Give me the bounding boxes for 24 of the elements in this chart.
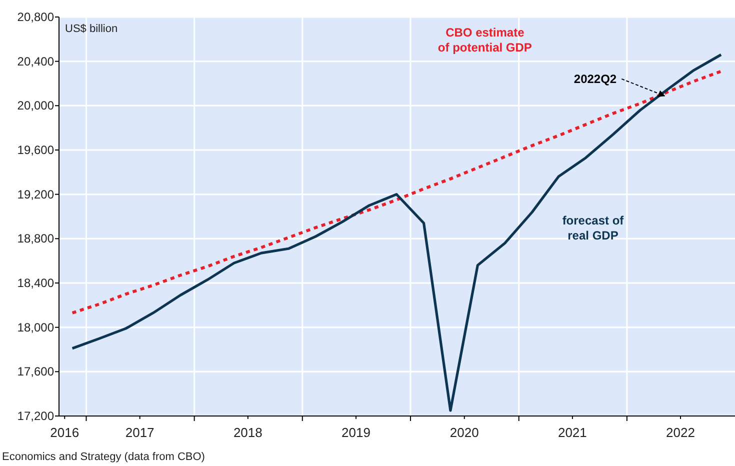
y-tick-label: 19,600: [17, 143, 54, 157]
y-tick-label: 19,200: [17, 187, 54, 202]
y-tick-label: 20,400: [17, 54, 54, 68]
text: CBO estimate of potential GDP: [438, 26, 532, 55]
x-tick-label: 2021: [558, 425, 587, 440]
line-series: [70, 70, 723, 314]
annotation: 2022Q2: [574, 72, 617, 86]
line-series: [71, 53, 722, 412]
x-tick-label: 2016: [50, 425, 80, 440]
x-tick-label: 2020: [450, 425, 479, 440]
x-tick-label: 2018: [233, 425, 262, 440]
x-tick-label: 2019: [342, 425, 370, 440]
text: forecast of real GDP: [562, 213, 625, 242]
y-tick-label: 20,800: [17, 10, 54, 24]
y-tick-label: 20,000: [17, 98, 54, 113]
y-tick-label: 18,400: [17, 276, 54, 290]
y-tick-label: 17,200: [17, 409, 54, 423]
x-tick-label: 2017: [125, 425, 154, 440]
y-axis-title: US$ billion: [65, 23, 118, 35]
x-tick-label: 2022: [666, 425, 695, 440]
y-tick-label: 17,600: [17, 364, 54, 379]
y-tick-label: 18,000: [17, 320, 54, 334]
text: Economics and Strategy (data from CBO): [2, 451, 205, 463]
y-tick-label: 18,800: [17, 232, 54, 246]
